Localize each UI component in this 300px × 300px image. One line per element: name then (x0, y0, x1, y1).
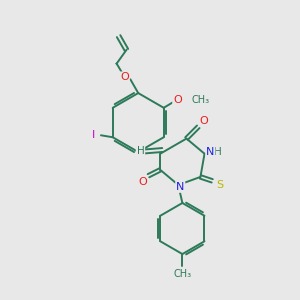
Text: CH₃: CH₃ (191, 95, 209, 105)
Text: O: O (138, 177, 147, 187)
Text: O: O (120, 72, 129, 82)
Text: O: O (173, 95, 182, 105)
Text: O: O (200, 116, 208, 126)
Text: S: S (217, 180, 224, 190)
Text: CH₃: CH₃ (173, 269, 191, 279)
Text: N: N (176, 182, 184, 192)
Text: N: N (206, 147, 214, 157)
Text: H: H (214, 147, 222, 157)
Text: I: I (92, 130, 95, 140)
Text: H: H (136, 146, 144, 156)
